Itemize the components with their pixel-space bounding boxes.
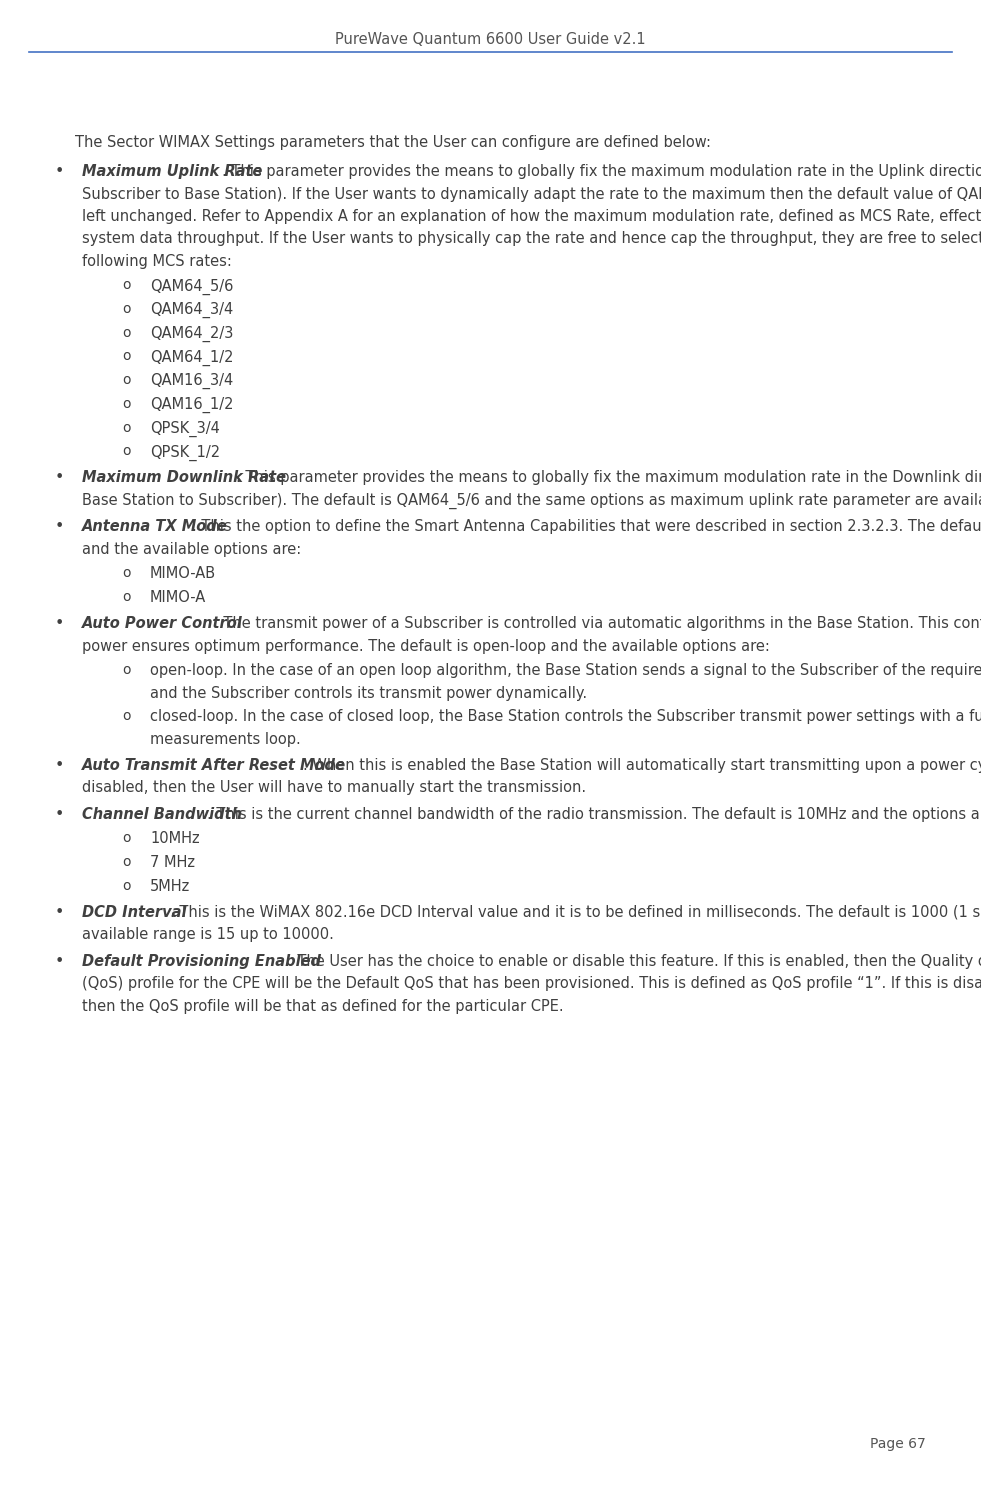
- Text: PureWave Quantum 6600 User Guide v2.1: PureWave Quantum 6600 User Guide v2.1: [336, 33, 645, 48]
- Text: o: o: [122, 397, 130, 412]
- Text: QAM16_1/2: QAM16_1/2: [150, 397, 233, 413]
- Text: QAM64_5/6: QAM64_5/6: [150, 278, 233, 294]
- Text: disabled, then the User will have to manually start the transmission.: disabled, then the User will have to man…: [82, 780, 586, 795]
- Text: o: o: [122, 590, 130, 605]
- Text: o: o: [122, 278, 130, 293]
- Text: Default Provisioning Enabled: Default Provisioning Enabled: [82, 954, 321, 969]
- Text: power ensures optimum performance. The default is open-loop and the available op: power ensures optimum performance. The d…: [82, 639, 770, 654]
- Text: . This is the current channel bandwidth of the radio transmission. The default i: . This is the current channel bandwidth …: [207, 807, 981, 822]
- Text: •: •: [55, 163, 65, 178]
- Text: o: o: [122, 421, 130, 434]
- Text: Page 67: Page 67: [870, 1437, 926, 1450]
- Text: •: •: [55, 954, 65, 969]
- Text: then the QoS profile will be that as defined for the particular CPE.: then the QoS profile will be that as def…: [82, 999, 564, 1013]
- Text: o: o: [122, 709, 130, 724]
- Text: QAM64_3/4: QAM64_3/4: [150, 302, 233, 318]
- Text: o: o: [122, 373, 130, 388]
- Text: Subscriber to Base Station). If the User wants to dynamically adapt the rate to : Subscriber to Base Station). If the User…: [82, 186, 981, 202]
- Text: QPSK_1/2: QPSK_1/2: [150, 444, 220, 461]
- Text: The Sector WIMAX Settings parameters that the User can configure are defined bel: The Sector WIMAX Settings parameters tha…: [75, 135, 711, 150]
- Text: 5MHz: 5MHz: [150, 878, 190, 895]
- Text: o: o: [122, 878, 130, 893]
- Text: Antenna TX Mode: Antenna TX Mode: [82, 520, 228, 535]
- Text: . This parameter provides the means to globally fix the maximum modulation rate : . This parameter provides the means to g…: [236, 471, 981, 486]
- Text: o: o: [122, 856, 130, 869]
- Text: and the available options are:: and the available options are:: [82, 542, 301, 557]
- Text: . The User has the choice to enable or disable this feature. If this is enabled,: . The User has the choice to enable or d…: [287, 954, 981, 969]
- Text: QAM64_1/2: QAM64_1/2: [150, 349, 233, 366]
- Text: o: o: [122, 444, 130, 458]
- Text: Auto Transmit After Reset Mode: Auto Transmit After Reset Mode: [82, 758, 346, 773]
- Text: . This parameter provides the means to globally fix the maximum modulation rate : . This parameter provides the means to g…: [222, 163, 981, 178]
- Text: QAM16_3/4: QAM16_3/4: [150, 373, 233, 389]
- Text: o: o: [122, 663, 130, 678]
- Text: Channel Bandwidth: Channel Bandwidth: [82, 807, 242, 822]
- Text: •: •: [55, 520, 65, 535]
- Text: QPSK_3/4: QPSK_3/4: [150, 421, 220, 437]
- Text: o: o: [122, 832, 130, 846]
- Text: . The transmit power of a Subscriber is controlled via automatic algorithms in t: . The transmit power of a Subscriber is …: [215, 617, 981, 632]
- Text: and the Subscriber controls its transmit power dynamically.: and the Subscriber controls its transmit…: [150, 685, 587, 701]
- Text: o: o: [122, 325, 130, 340]
- Text: 10MHz: 10MHz: [150, 832, 199, 847]
- Text: o: o: [122, 302, 130, 317]
- Text: following MCS rates:: following MCS rates:: [82, 254, 232, 269]
- Text: open-loop. In the case of an open loop algorithm, the Base Station sends a signa: open-loop. In the case of an open loop a…: [150, 663, 981, 678]
- Text: (QoS) profile for the CPE will be the Default QoS that has been provisioned. Thi: (QoS) profile for the CPE will be the De…: [82, 976, 981, 991]
- Text: measurements loop.: measurements loop.: [150, 733, 301, 747]
- Text: Base Station to Subscriber). The default is QAM64_5/6 and the same options as ma: Base Station to Subscriber). The default…: [82, 493, 981, 510]
- Text: closed-loop. In the case of closed loop, the Base Station controls the Subscribe: closed-loop. In the case of closed loop,…: [150, 709, 981, 724]
- Text: Auto Power Control: Auto Power Control: [82, 617, 242, 632]
- Text: system data throughput. If the User wants to physically cap the rate and hence c: system data throughput. If the User want…: [82, 232, 981, 247]
- Text: DCD Interval: DCD Interval: [82, 905, 186, 920]
- Text: Maximum Downlink Rate: Maximum Downlink Rate: [82, 471, 286, 486]
- Text: •: •: [55, 471, 65, 486]
- Text: MIMO-A: MIMO-A: [150, 590, 206, 605]
- Text: available range is 15 up to 10000.: available range is 15 up to 10000.: [82, 927, 334, 942]
- Text: •: •: [55, 807, 65, 822]
- Text: •: •: [55, 758, 65, 773]
- Text: o: o: [122, 566, 130, 581]
- Text: o: o: [122, 349, 130, 364]
- Text: left unchanged. Refer to Appendix A for an explanation of how the maximum modula: left unchanged. Refer to Appendix A for …: [82, 210, 981, 224]
- Text: •: •: [55, 617, 65, 632]
- Text: Maximum Uplink Rate: Maximum Uplink Rate: [82, 163, 262, 178]
- Text: 7 MHz: 7 MHz: [150, 856, 195, 871]
- Text: . This the option to define the Smart Antenna Capabilities that were described i: . This the option to define the Smart An…: [192, 520, 981, 535]
- Text: •: •: [55, 905, 65, 920]
- Text: . This is the WiMAX 802.16e DCD Interval value and it is to be defined in millis: . This is the WiMAX 802.16e DCD Interval…: [171, 905, 981, 920]
- Text: . When this is enabled the Base Station will automatically start transmitting up: . When this is enabled the Base Station …: [302, 758, 981, 773]
- Text: MIMO-AB: MIMO-AB: [150, 566, 216, 581]
- Text: QAM64_2/3: QAM64_2/3: [150, 325, 233, 342]
